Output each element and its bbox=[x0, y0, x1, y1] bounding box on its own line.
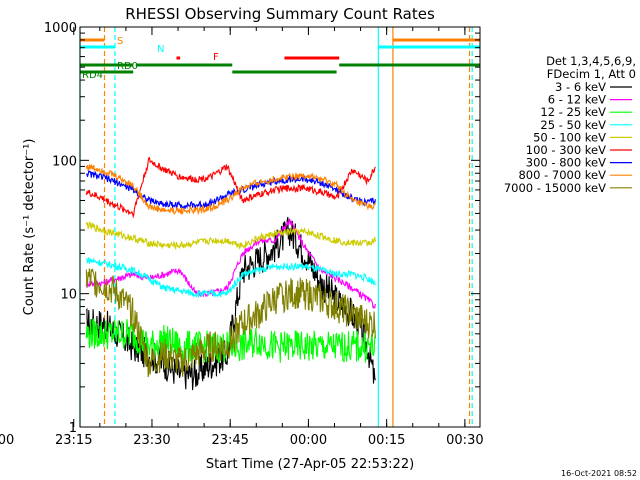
x-tick-label-23-30: 23:30 bbox=[133, 433, 170, 448]
series-7000-15000-kev bbox=[85, 268, 376, 378]
y-tick-label-1: 1 bbox=[69, 421, 77, 436]
flag-label-rd0: RD0 bbox=[117, 61, 138, 72]
legend-label-100-300-kev: 100 - 300 keV bbox=[526, 143, 606, 157]
legend-label-7000-15000-kev: 7000 - 15000 keV bbox=[504, 181, 606, 195]
series-3-6-kev bbox=[85, 216, 376, 391]
legend-label-6-12-kev: 6 - 12 keV bbox=[548, 93, 606, 107]
legend-label-300-800-kev: 300 - 800 keV bbox=[526, 156, 606, 170]
legend-label-50-100-kev: 50 - 100 keV bbox=[533, 130, 606, 144]
legend-label-3-6-kev: 3 - 6 keV bbox=[555, 80, 606, 94]
legend-header-line-1: Det 1,3,4,5,6,9, bbox=[546, 54, 636, 68]
x-tick-label-23-45: 23:45 bbox=[211, 433, 248, 448]
series-100-300-kev bbox=[85, 156, 376, 219]
legend-label-12-25-kev: 12 - 25 keV bbox=[540, 105, 606, 119]
series-6-12-kev bbox=[85, 218, 376, 309]
y-tick-label-100: 100 bbox=[52, 154, 77, 169]
x-axis-label: Start Time (27-Apr-05 22:53:22) bbox=[206, 457, 414, 472]
legend-header-line-2: FDecim 1, Att 0 bbox=[547, 67, 636, 81]
series-lines bbox=[85, 156, 376, 391]
axis-ticks: 23:00 23:15 23:30 23:45 00:00 00:15 00:30 1 10 10… bbox=[0, 21, 484, 448]
chart-title: RHESSI Observing Summary Count Rates bbox=[125, 5, 435, 23]
flag-label-rd4: RD4 bbox=[82, 70, 103, 81]
series-800-7000-kev bbox=[85, 164, 376, 216]
x-tick-label-23-00: 23:00 bbox=[0, 433, 14, 448]
x-tick-label-00-30: 00:30 bbox=[446, 433, 483, 448]
series-50-100-kev bbox=[85, 221, 376, 251]
flag-bars: S N F RD0 RD4 bbox=[80, 36, 480, 81]
x-tick-label-00-00: 00:00 bbox=[290, 433, 327, 448]
flag-label-n: N bbox=[157, 44, 164, 55]
y-tick-label-10: 10 bbox=[60, 288, 77, 303]
flag-label-s: S bbox=[117, 36, 123, 47]
x-tick-label-00-15: 00:15 bbox=[368, 433, 405, 448]
vertical-markers bbox=[79, 27, 473, 427]
footer-date: 16-Oct-2021 08:52 bbox=[561, 469, 637, 478]
flag-label-f: F bbox=[213, 52, 219, 63]
series-25-50-kev bbox=[86, 257, 376, 298]
y-axis-label: Count Rate (s⁻¹ detector⁻¹) bbox=[22, 139, 37, 316]
legend-label-800-7000-kev: 800 - 7000 keV bbox=[518, 168, 606, 182]
legend-label-25-50-kev: 25 - 50 keV bbox=[540, 118, 606, 132]
series-300-800-kev bbox=[85, 170, 376, 210]
plot-frame bbox=[79, 26, 481, 428]
y-tick-label-1000: 1000 bbox=[44, 21, 77, 36]
x-tick-label-23-15: 23:15 bbox=[55, 433, 92, 448]
